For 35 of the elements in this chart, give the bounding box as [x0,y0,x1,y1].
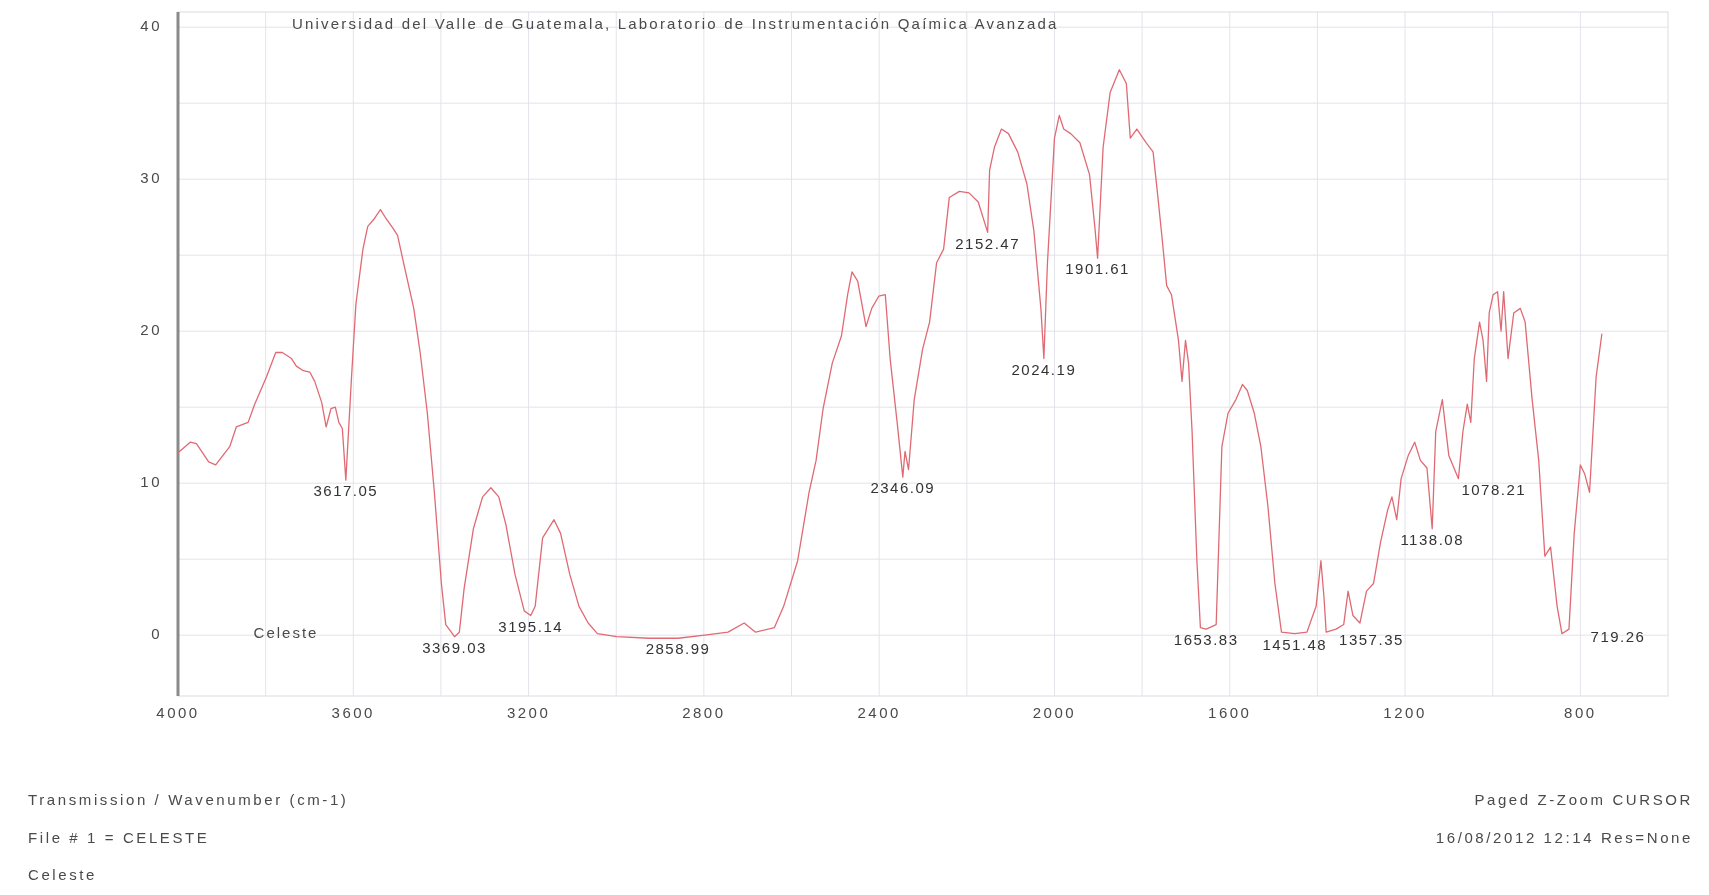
x-tick-label: 800 [1564,704,1597,722]
y-tick-label: 0 [151,625,162,643]
annotation: 1357.35 [1339,631,1404,649]
y-tick-label: 10 [140,473,162,491]
y-tick-label: 30 [140,169,162,187]
x-tick-label: 2400 [857,704,901,722]
annotation: 1451.48 [1262,635,1328,653]
text: Celeste [28,866,98,883]
text: Paged Z-Zoom CURSOR [1474,791,1693,808]
annotation: 3617.05 [313,482,379,500]
y-tick-label: 40 [140,17,162,35]
text: 16/08/2012 12:14 Res=None [1435,829,1693,846]
x-tick-label: 1200 [1383,704,1427,722]
annotation: 2024.19 [1011,360,1077,378]
x-tick-label: 1600 [1208,704,1252,722]
annotation: 1901.61 [1065,260,1130,278]
annotation: 2346.09 [870,479,936,497]
y-tick-label: 20 [140,321,162,339]
x-tick-label: 2000 [1032,704,1077,722]
x-tick-label: 3600 [331,704,375,722]
annotation: 2858.99 [645,640,711,658]
annotation: 3369.03 [422,638,487,656]
x-tick-label: 2800 [682,704,726,722]
annotation: 1138.08 [1400,531,1464,548]
annotation: 1078.21 [1461,480,1527,498]
chart-title: Universidad del Valle de Guatemala, Laboratorio de Instrumentación Qaímica Avanzada [292,15,1059,32]
annotation: 1653.83 [1173,631,1239,649]
annotation: 719.26 [1590,628,1646,645]
text: Transmission / Wavenumber (cm-1) [28,791,349,808]
annotation: 2152.47 [955,234,1021,252]
x-tick-label: 3200 [506,704,551,722]
text: File # 1 = CELESTE [28,829,210,846]
annotation: 3195.14 [498,617,564,635]
annotation: Celeste [253,624,319,641]
x-tick-label: 4000 [156,704,200,722]
